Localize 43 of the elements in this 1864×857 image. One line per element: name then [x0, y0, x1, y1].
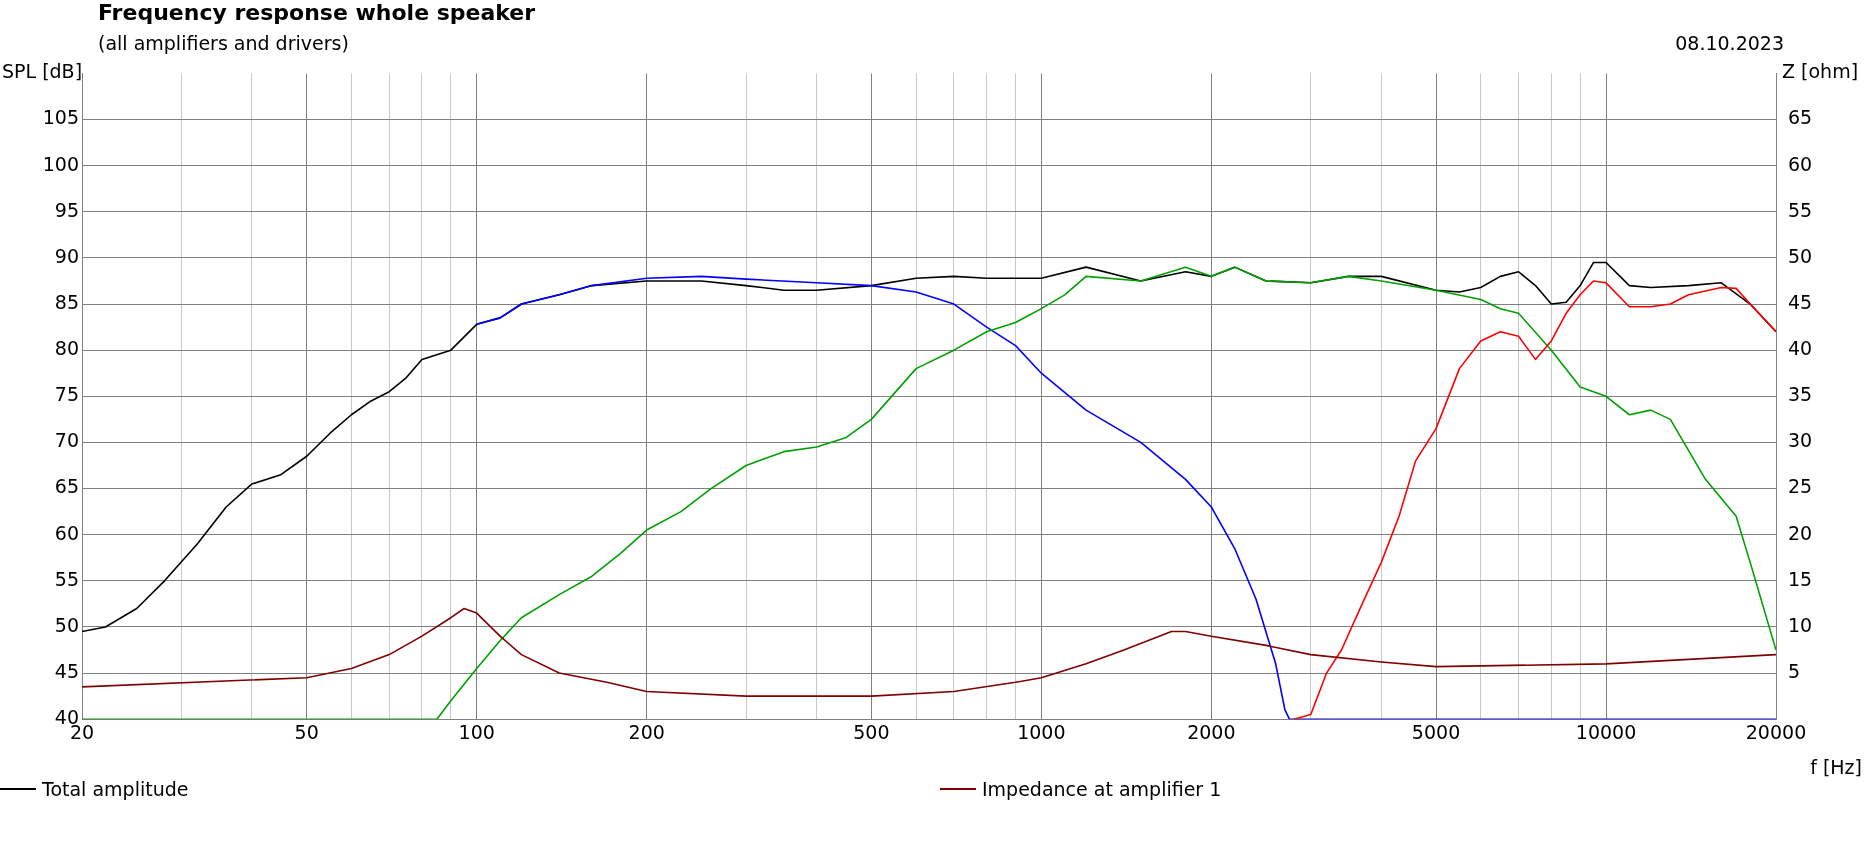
- y2-tick-label: 5: [1788, 660, 1801, 683]
- y2-tick-label: 65: [1788, 106, 1813, 129]
- x-tick-label: 10000: [1575, 720, 1637, 743]
- y2-tick-label: 25: [1788, 475, 1813, 498]
- x-tick-label: 20000: [1745, 720, 1807, 743]
- y2-tick-label: 15: [1788, 567, 1813, 590]
- y-axis-title: SPL [dB]: [2, 60, 83, 83]
- y-tick-label: 100: [42, 152, 79, 175]
- y2-tick-label: 40: [1788, 337, 1813, 360]
- x-tick-label: 50: [294, 720, 319, 743]
- y-tick-label: 70: [54, 429, 79, 452]
- y-tick-label: 60: [54, 521, 79, 544]
- x-tick-label: 200: [628, 720, 665, 743]
- x-tick-label: 5000: [1411, 720, 1461, 743]
- y-tick-label: 80: [54, 337, 79, 360]
- y2-axis-title: Z [ohm]: [1782, 60, 1859, 83]
- x-tick-label: 2000: [1187, 720, 1236, 743]
- y-tick-label: 55: [54, 567, 79, 590]
- y2-tick-label: 30: [1788, 429, 1813, 452]
- text: 08.10.2023: [1675, 32, 1784, 54]
- x-tick-label: 100: [458, 720, 495, 743]
- y-tick-label: 105: [42, 106, 79, 129]
- y-tick-label: 85: [54, 290, 79, 313]
- y2-tick-label: 50: [1788, 244, 1813, 267]
- y2-tick-label: 20: [1788, 521, 1813, 544]
- chart-title: Frequency response whole speaker: [98, 0, 536, 25]
- y-tick-label: 90: [54, 244, 79, 267]
- x-axis-title: f [Hz]: [1810, 756, 1862, 779]
- y-tick-label: 45: [54, 660, 79, 683]
- y-tick-label: 65: [54, 475, 79, 498]
- legend-label: Total amplitude: [42, 778, 189, 800]
- chart-subtitle: (all amplifiers and drivers): [98, 32, 349, 54]
- y2-tick-label: 45: [1788, 290, 1813, 313]
- y-tick-label: 95: [54, 198, 79, 221]
- x-tick-label: 1000: [1017, 720, 1066, 743]
- y2-tick-label: 35: [1788, 383, 1813, 406]
- y2-tick-label: 60: [1788, 152, 1813, 175]
- y2-tick-label: 55: [1788, 198, 1813, 221]
- y-tick-label: 50: [54, 613, 79, 636]
- legend-label: Impedance at amplifier 1: [982, 778, 1222, 800]
- y2-tick-label: 10: [1788, 613, 1813, 636]
- x-tick-label: 500: [853, 720, 890, 743]
- y-tick-label: 75: [54, 383, 79, 406]
